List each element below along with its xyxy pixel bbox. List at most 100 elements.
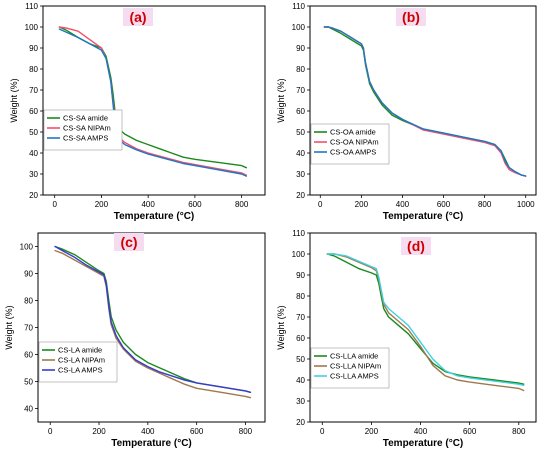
x-tick-label: 0 [52,200,57,209]
y-tick-label: 50 [24,378,33,387]
y-tick-label: 100 [292,250,306,259]
y-tick-label: 30 [29,170,38,179]
legend-box [310,123,390,165]
x-tick-label: 200 [355,200,369,209]
legend-entry: CS-LA amide [58,346,102,355]
y-tick-label: 40 [24,405,33,414]
plot-frame [42,5,266,196]
legend-entry: CS-LLA amide [330,352,378,361]
x-tick-label: 800 [239,427,253,436]
panel-label-highlight [396,8,426,26]
y-tick-label: 20 [29,191,38,200]
x-tick-label: 0 [318,200,323,209]
x-tick-label: 800 [235,200,249,209]
panel-label: (d) [407,238,425,254]
series-line-cs-oa-amps [323,26,527,177]
y-tick-label: 70 [24,324,33,333]
y-axis-title: Weight (%) [276,305,286,349]
y-tick-label: 50 [296,355,305,364]
x-tick-label: 600 [437,200,451,209]
y-tick-label: 40 [296,149,305,158]
x-tick-label: 800 [478,200,492,209]
series-line-cs-lla-amps [326,253,525,386]
y-axis-title: Weight (%) [276,78,286,122]
y-tick-label: 60 [296,334,305,343]
x-tick-label: 600 [463,427,477,436]
y-tick-label: 100 [292,23,306,32]
legend-box [38,341,118,383]
y-tick-label: 80 [296,65,305,74]
x-axis-title: Temperature (°C) [111,438,192,449]
legend-entry: CS-OA NIPAm [330,138,379,147]
y-tick-label: 70 [296,86,305,95]
panel-label-highlight [114,233,144,251]
y-tick-label: 90 [24,270,33,279]
legend-entry: CS-OA amide [330,128,376,137]
panel-label: (b) [402,9,420,25]
series-line-cs-lla-amide [326,253,525,385]
x-tick-label: 200 [365,427,379,436]
y-tick-label: 70 [296,313,305,322]
legend-entry: CS-LA NIPAm [58,356,105,365]
y-tick-label: 20 [296,191,305,200]
legend-entry: CS-SA amide [63,114,108,123]
x-tick-label: 400 [141,200,155,209]
legend-entry: CS-LLA NIPAm [330,362,381,371]
x-tick-label: 400 [141,427,155,436]
legend-box [310,347,390,389]
x-tick-label: 400 [396,200,410,209]
series-line-cs-lla-nipam [326,253,525,392]
x-tick-label: 200 [95,200,109,209]
y-tick-label: 100 [25,23,39,32]
y-tick-label: 40 [29,149,38,158]
x-tick-label: 0 [320,427,325,436]
legend-entry: CS-OA AMPS [330,148,376,157]
series-line-cs-sa-nipam [58,26,247,176]
legend-box [43,109,123,151]
plot-frame [309,232,537,423]
legend-entry: CS-LLA AMPS [330,372,379,381]
legend-entry: CS-SA AMPS [63,134,108,143]
y-tick-label: 100 [20,243,34,252]
x-axis-title: Temperature (°C) [383,438,464,449]
plot-frame [309,5,537,196]
y-tick-label: 110 [292,229,305,238]
panel-label: (a) [129,9,146,25]
y-axis-title: Weight (%) [4,305,14,349]
x-tick-label: 600 [188,200,202,209]
y-tick-label: 50 [296,128,305,137]
legend-entry: CS-LA AMPS [58,366,103,375]
y-tick-label: 80 [24,297,33,306]
x-axis-title: Temperature (°C) [114,211,195,222]
y-tick-label: 110 [292,2,305,11]
y-tick-label: 30 [296,397,305,406]
x-tick-label: 600 [190,427,204,436]
x-tick-label: 400 [414,427,428,436]
x-tick-label: 0 [48,427,53,436]
x-tick-label: 800 [512,427,526,436]
tga-panel-3: 0 200 400 600 800 40 50 60 70 80 90 100 Temperature … [4,232,266,449]
y-tick-label: 90 [29,44,38,53]
y-tick-label: 60 [296,107,305,116]
tga-panel-4: 0 200 400 600 800 20 30 40 50 60 70 80 90 100 110 Tempe… [276,229,537,449]
x-axis-title: Temperature (°C) [383,211,464,222]
y-tick-label: 90 [296,271,305,280]
y-tick-label: 80 [296,292,305,301]
panel-label-highlight [123,8,153,26]
y-tick-label: 110 [25,2,38,11]
x-tick-label: 1000 [517,200,535,209]
y-axis-title: Weight (%) [9,78,19,122]
tga-panel-1: 0 200 400 600 800 20 30 40 50 60 70 80 90 100 110 Tempe… [9,2,266,222]
series-line-cs-la-nipam [54,249,252,399]
y-tick-label: 60 [29,107,38,116]
y-tick-label: 50 [29,128,38,137]
y-tick-label: 40 [296,376,305,385]
y-tick-label: 30 [296,170,305,179]
y-tick-label: 20 [296,418,305,427]
tga-panel-2: 0 200 400 600 800 1000 20 30 40 50 60 70 80 90 100 110 T… [276,2,537,222]
